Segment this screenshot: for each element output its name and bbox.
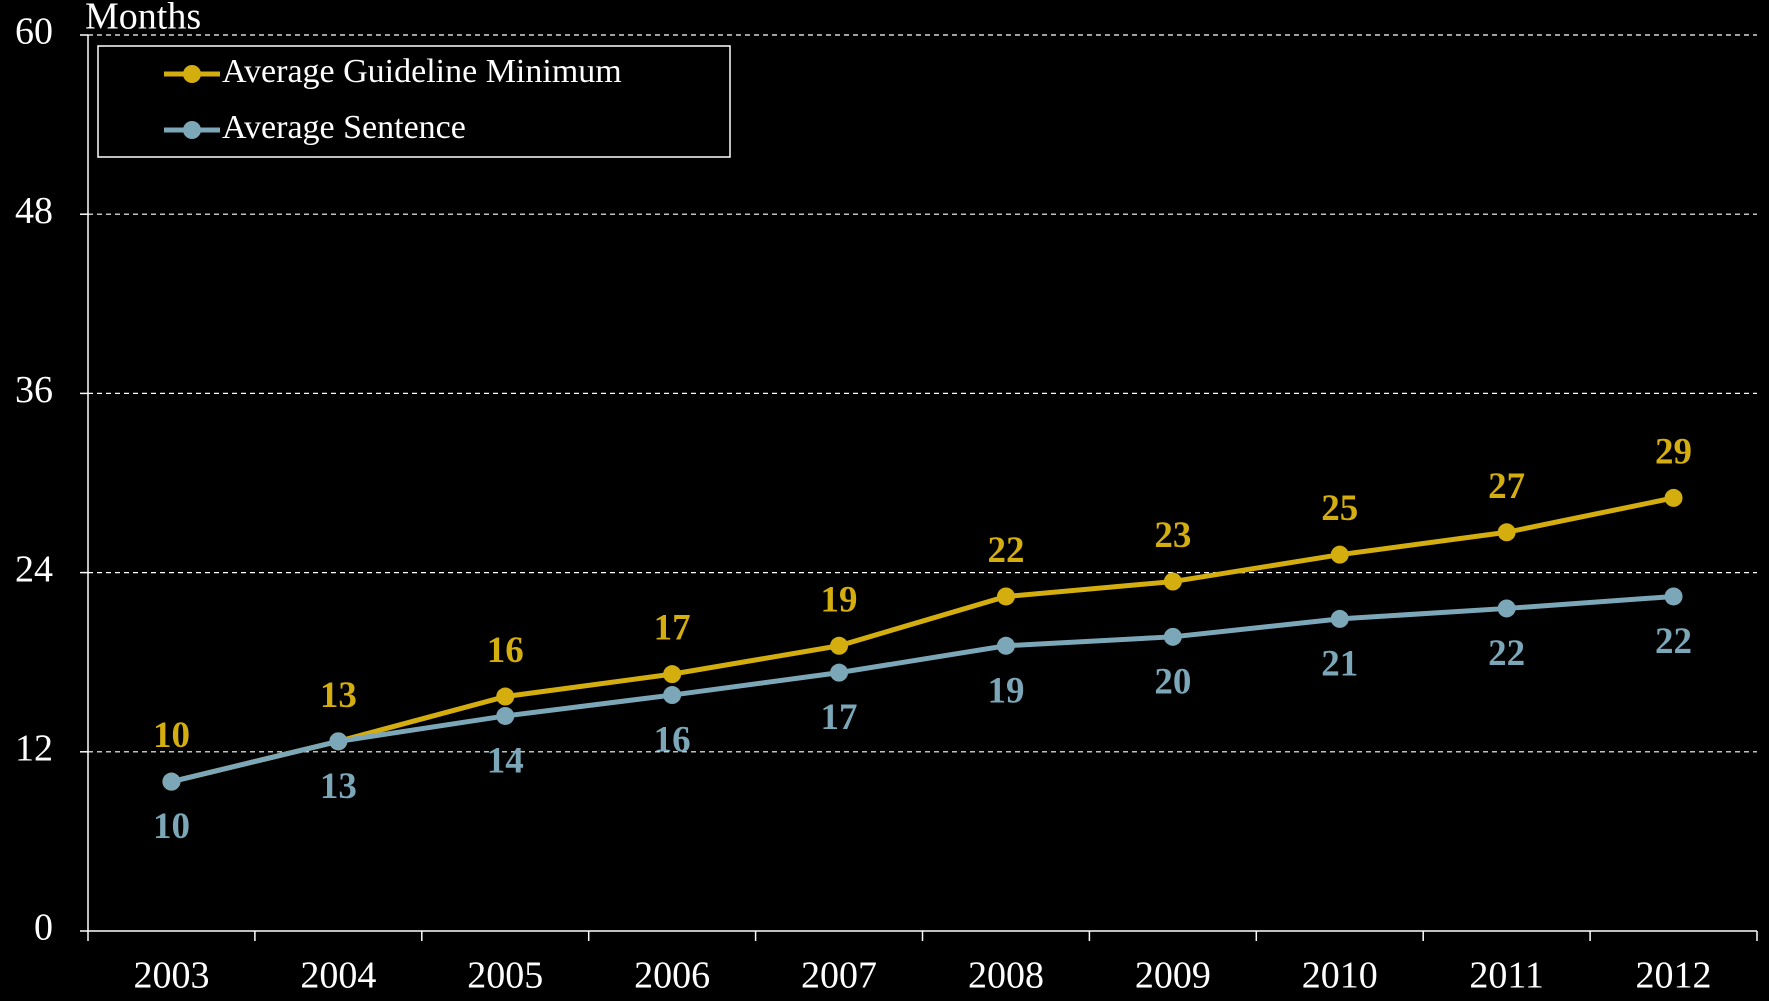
data-label: 10 <box>153 715 190 756</box>
point <box>1664 587 1683 606</box>
point <box>1330 609 1349 628</box>
y-tick-label: 60 <box>15 11 53 53</box>
series-line <box>170 495 1675 785</box>
x-tick-label: 2003 <box>133 955 209 997</box>
y-tick-label: 24 <box>15 548 53 590</box>
data-label: 20 <box>1154 661 1191 702</box>
data-label: 16 <box>487 630 524 671</box>
data-label: 13 <box>320 675 357 716</box>
x-tick-label: 2010 <box>1302 955 1378 997</box>
point <box>663 665 682 684</box>
x-tick-label: 2009 <box>1135 955 1211 997</box>
x-tick-label: 2008 <box>968 955 1044 997</box>
data-label: 19 <box>987 670 1024 711</box>
y-tick-label: 12 <box>15 728 53 770</box>
x-tick-label: 2012 <box>1636 955 1712 997</box>
data-label: 22 <box>1655 621 1692 662</box>
x-tick-label: 2005 <box>467 955 543 997</box>
x-tick-label: 2004 <box>300 955 376 997</box>
data-label: 17 <box>821 697 858 738</box>
x-tick-label: 2007 <box>801 955 877 997</box>
point <box>996 636 1015 655</box>
data-label: 19 <box>821 579 858 620</box>
x-tick-label: 2006 <box>634 955 710 997</box>
legend-marker <box>183 121 201 139</box>
legend-label: Average Guideline Minimum <box>222 53 622 90</box>
x-tick-label: 2011 <box>1469 955 1544 997</box>
data-label: 21 <box>1321 643 1358 684</box>
data-label: 23 <box>1154 515 1191 556</box>
point <box>663 686 682 705</box>
y-tick-label: 0 <box>34 907 53 949</box>
point <box>162 772 181 791</box>
data-label: 14 <box>487 740 524 781</box>
y-tick-label: 48 <box>15 190 53 232</box>
point <box>830 663 849 682</box>
point <box>830 636 849 655</box>
legend-marker <box>183 65 201 83</box>
data-label: 22 <box>987 530 1024 571</box>
point <box>496 706 515 725</box>
point <box>329 732 348 751</box>
point <box>1497 523 1516 542</box>
point <box>996 587 1015 606</box>
y-tick-label: 36 <box>15 369 53 411</box>
y-axis-label: Months <box>85 0 201 38</box>
data-label: 17 <box>654 608 691 649</box>
data-label: 13 <box>320 766 357 807</box>
point <box>1163 572 1182 591</box>
data-label: 25 <box>1321 488 1358 529</box>
data-label: 27 <box>1488 466 1525 507</box>
data-label: 16 <box>654 720 691 761</box>
point <box>1163 627 1182 646</box>
point <box>496 687 515 706</box>
point <box>1330 545 1349 564</box>
point <box>1497 599 1516 618</box>
point <box>1664 488 1683 507</box>
data-label: 10 <box>153 806 190 847</box>
data-label: 22 <box>1488 633 1525 674</box>
legend-box <box>97 45 731 158</box>
data-label: 29 <box>1655 431 1692 472</box>
legend-label: Average Sentence <box>222 109 466 146</box>
series-line <box>170 593 1674 785</box>
